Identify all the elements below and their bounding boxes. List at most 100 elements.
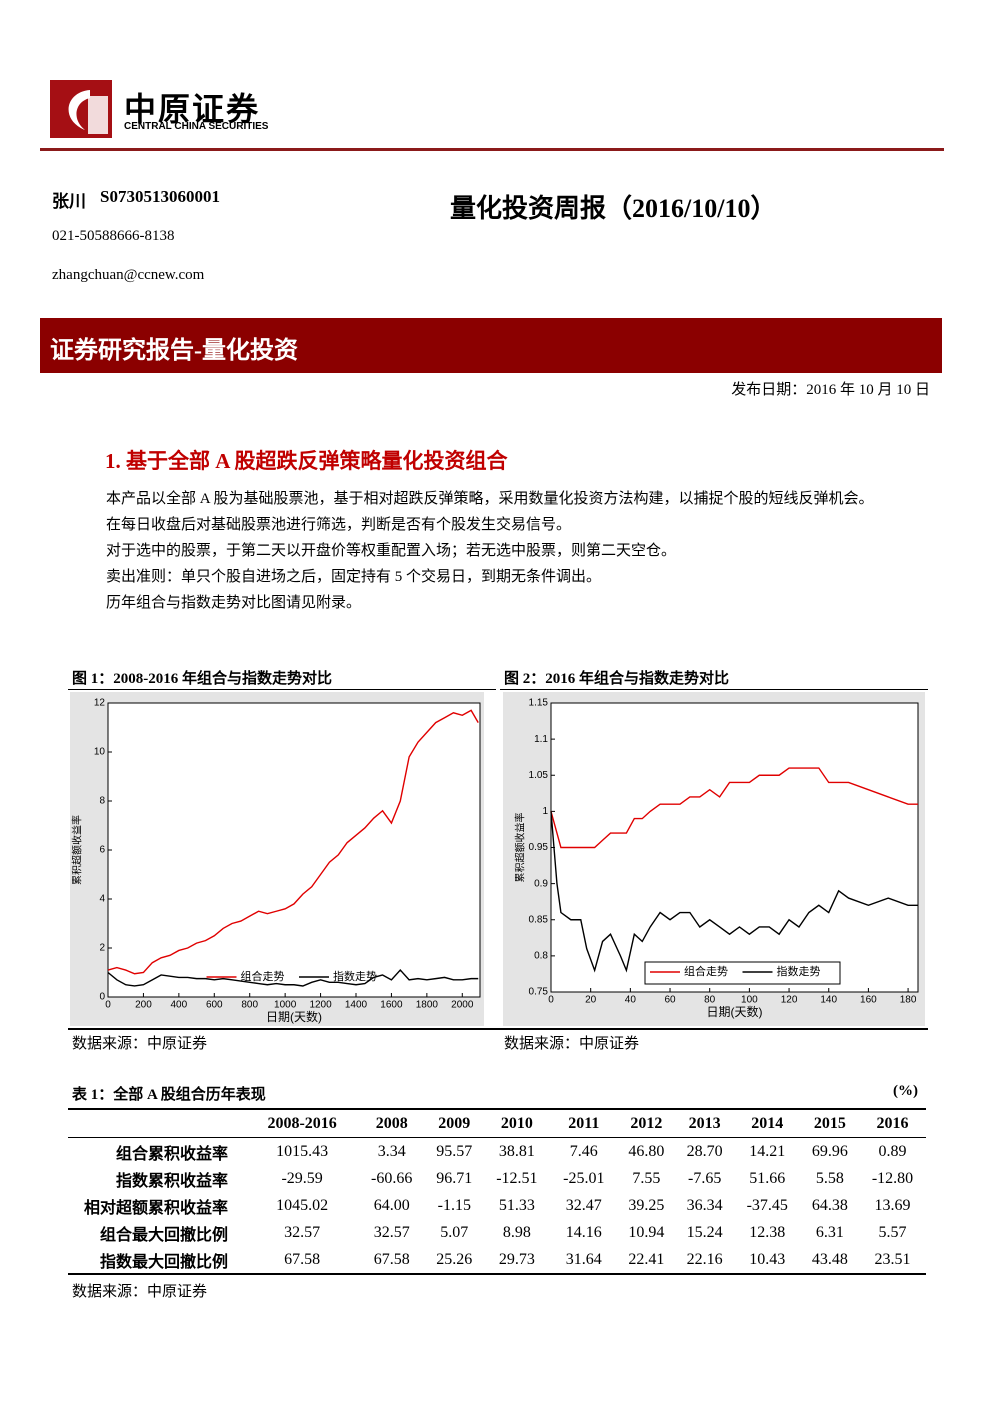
- y-tick-label: 0.9: [534, 878, 548, 889]
- figure-title: 图 2：2016 年组合与指数走势对比: [504, 671, 730, 687]
- x-tick-label: 200: [135, 1000, 152, 1011]
- publish-date: 发布日期：2016 年 10 月 10 日: [731, 382, 930, 398]
- header-cell: 2009: [438, 1114, 471, 1132]
- row-label: 指数累积收益率: [115, 1172, 228, 1190]
- x-tick-label: 1600: [380, 1000, 403, 1011]
- x-tick-label: 1200: [309, 1000, 332, 1011]
- cell: -60.66: [371, 1169, 413, 1187]
- figure-rule: [68, 689, 496, 690]
- y-tick-label: 0: [99, 992, 105, 1003]
- cell: 14.16: [565, 1223, 602, 1241]
- cell: 10.43: [749, 1250, 786, 1268]
- author-email: zhangchuan@ccnew.com: [52, 267, 205, 283]
- cell: 1015.43: [276, 1142, 329, 1160]
- cell: 22.16: [686, 1250, 723, 1268]
- header-cell: 2008-2016: [267, 1114, 337, 1132]
- x-tick-label: 800: [241, 1000, 258, 1011]
- data-line: [550, 767, 918, 849]
- x-tick-label: 1400: [345, 1000, 368, 1011]
- cell: 10.94: [628, 1223, 665, 1241]
- header-cell: 2014: [751, 1114, 784, 1132]
- table-row: 指数最大回撤比例 67.58 67.58 25.26 29.73 31.64 22.41 22…: [68, 1246, 926, 1274]
- cell: 64.38: [811, 1196, 848, 1214]
- banner-text: 证券研究报告-量化投资: [50, 338, 298, 364]
- data-line: [107, 709, 479, 975]
- cell: 32.47: [565, 1196, 602, 1214]
- y-tick-label: 1.15: [529, 698, 549, 709]
- y-tick-label: 1: [542, 806, 548, 817]
- y-tick-label: 0.95: [529, 842, 549, 853]
- cell: 5.58: [815, 1169, 844, 1187]
- cell: 39.25: [628, 1196, 665, 1214]
- cell: -1.15: [437, 1196, 471, 1214]
- y-tick-label: 2: [99, 943, 105, 954]
- cell: -29.59: [281, 1169, 323, 1187]
- x-tick-label: 80: [704, 995, 716, 1006]
- figure-title: 图 1：2008-2016 年组合与指数走势对比: [72, 671, 332, 687]
- y-tick-label: 0.8: [534, 951, 548, 962]
- cell: 14.21: [749, 1142, 786, 1160]
- x-tick-label: 160: [860, 995, 877, 1006]
- cell: 0.89: [878, 1142, 907, 1160]
- cell: 46.80: [628, 1142, 665, 1160]
- plot-area: [550, 702, 919, 993]
- cell: 6.31: [815, 1223, 844, 1241]
- y-tick-label: 4: [99, 894, 105, 905]
- cell: -12.51: [496, 1169, 538, 1187]
- header-cell: 2015: [813, 1114, 846, 1132]
- x-tick-label: 40: [625, 995, 637, 1006]
- y-axis-label: 累积超额收益率: [514, 813, 527, 883]
- table-title: 表 1：全部 A 股组合历年表现: [72, 1087, 266, 1103]
- cell: 95.57: [436, 1142, 473, 1160]
- x-tick-label: 20: [585, 995, 597, 1006]
- section-heading: 1. 基于全部 A 股超跌反弹策略量化投资组合: [105, 449, 508, 473]
- header-cell: 2010: [500, 1114, 533, 1132]
- x-tick-label: 180: [900, 995, 917, 1006]
- cell: 5.07: [440, 1223, 469, 1241]
- header-cell: 2012: [630, 1114, 663, 1132]
- logo-en: CENTRAL CHINA SECURITIES: [124, 121, 269, 132]
- cell: 28.70: [686, 1142, 723, 1160]
- cell: 15.24: [686, 1223, 723, 1241]
- table: 2008-2016 2008 2009 2010 2011 2012 2013 2014 201…: [68, 1108, 926, 1275]
- row-label: 组合累积收益率: [115, 1145, 228, 1163]
- cell: 8.98: [502, 1223, 531, 1241]
- header-cell: 2011: [568, 1114, 600, 1132]
- header-cell: 2008: [375, 1114, 408, 1132]
- data-line: [550, 811, 918, 973]
- header-rule: [40, 148, 944, 151]
- cell: -12.80: [871, 1169, 914, 1187]
- legend-label: 指数走势: [333, 969, 377, 983]
- table-header-row: 2008-2016 2008 2009 2010 2011 2012 2013 2014 201…: [68, 1109, 926, 1138]
- cell: 32.57: [284, 1223, 321, 1241]
- paragraph: 对于选中的股票，于第二天以开盘价等权重配置入场；若无选中股票，则第二天空仓。: [106, 543, 677, 559]
- x-tick-label: 1800: [416, 1000, 439, 1011]
- data-line: [107, 969, 479, 987]
- cell: 32.57: [373, 1223, 410, 1241]
- x-tick-label: 600: [206, 1000, 223, 1011]
- x-tick-label: 0: [105, 1000, 111, 1011]
- paragraph: 本产品以全部 A 股为基础股票池，基于相对超跌反弹策略，采用数量化投资方法构建，…: [106, 491, 874, 507]
- x-tick-label: 400: [171, 1000, 188, 1011]
- cell: 36.34: [686, 1196, 723, 1214]
- author-phone: 021-50588666-8138: [52, 228, 175, 244]
- x-tick-label: 100: [741, 995, 758, 1006]
- x-tick-label: 0: [548, 995, 554, 1006]
- cell: 12.38: [749, 1223, 786, 1241]
- paragraph: 在每日收盘后对基础股票池进行筛选，判断是否有个股发生交易信号。: [106, 517, 572, 533]
- x-tick-label: 140: [820, 995, 837, 1006]
- table-row: 组合最大回撤比例 32.57 32.57 5.07 8.98 14.16 10.94 15.2…: [68, 1219, 926, 1246]
- y-tick-label: 8: [99, 796, 105, 807]
- cell: 31.64: [565, 1250, 602, 1268]
- table-row: 指数累积收益率 -29.59 -60.66 96.71 -12.51 -25.01 7.55…: [68, 1165, 926, 1192]
- banner: [40, 318, 942, 373]
- y-tick-label: 0.85: [529, 914, 549, 925]
- x-axis-label: 日期(天数): [266, 1009, 322, 1024]
- cell: 23.51: [874, 1250, 911, 1268]
- cell: 1045.02: [276, 1196, 329, 1214]
- cell: 13.69: [874, 1196, 911, 1214]
- paragraph: 历年组合与指数走势对比图请见附录。: [106, 595, 362, 611]
- table-row: 相对超额累积收益率 1045.02 64.00 -1.15 51.33 32.47 39.2…: [68, 1192, 926, 1219]
